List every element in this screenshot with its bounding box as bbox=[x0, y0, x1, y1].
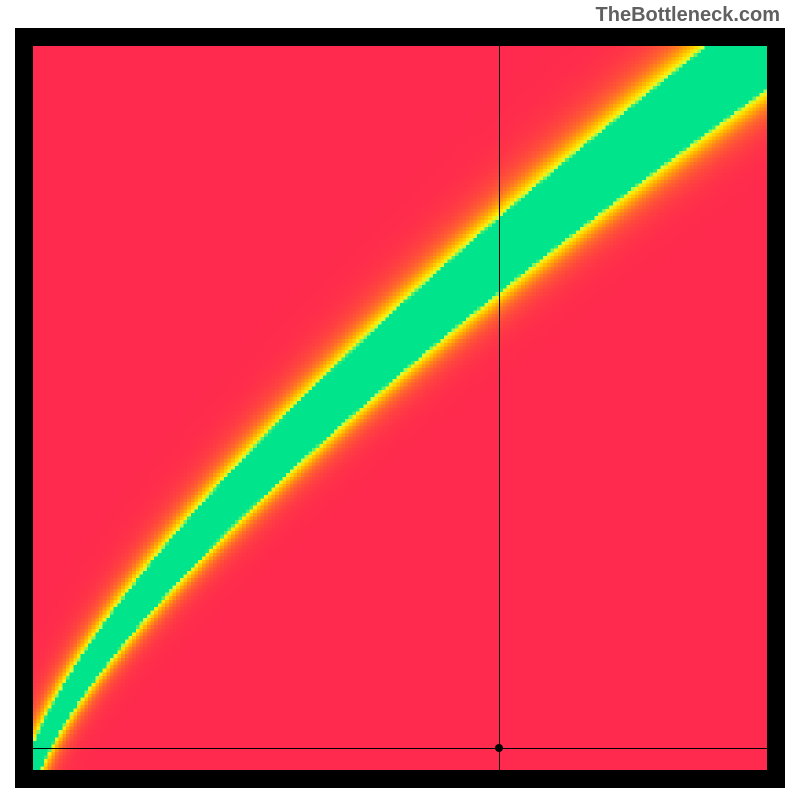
heatmap-canvas bbox=[33, 46, 767, 770]
plot-frame bbox=[15, 28, 785, 788]
crosshair-horizontal bbox=[33, 748, 767, 749]
plot-area bbox=[33, 46, 767, 770]
selected-point-marker bbox=[495, 744, 503, 752]
watermark-text: TheBottleneck.com bbox=[596, 4, 780, 27]
crosshair-vertical bbox=[499, 46, 500, 770]
